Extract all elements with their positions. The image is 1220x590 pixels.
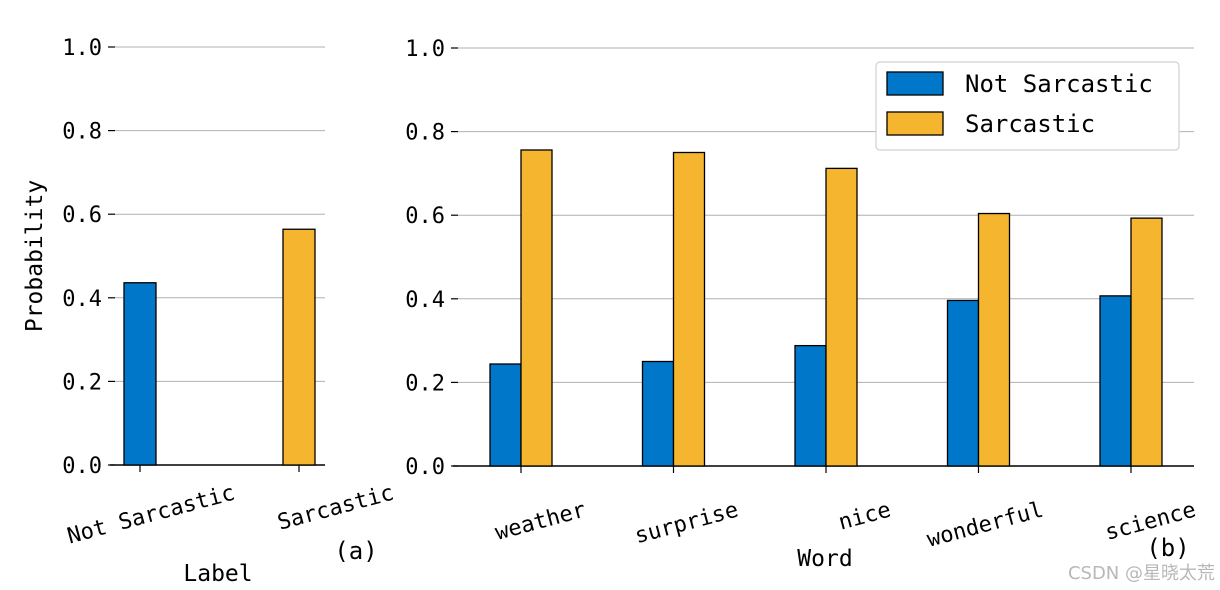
y-tick-label: 0.0 xyxy=(405,455,445,480)
x-tick-label: nice xyxy=(836,498,894,536)
bar xyxy=(1099,295,1132,467)
y-tick-label: 0.6 xyxy=(405,204,445,229)
y-tick-label: 0.0 xyxy=(62,454,102,479)
y-tick-label: 0.4 xyxy=(62,287,102,312)
y-tick-label: 0.6 xyxy=(62,203,102,228)
bar xyxy=(1130,217,1163,467)
legend: Not Sarcastic Sarcastic xyxy=(875,61,1180,151)
x-tick-label: wonderful xyxy=(924,498,1046,553)
watermark: CSDN @星晓太荒 xyxy=(1068,563,1215,584)
x-axis-title: Label xyxy=(183,561,252,587)
y-axis-title: Probability xyxy=(22,180,48,332)
y-tick-label: 0.2 xyxy=(405,371,445,396)
bar xyxy=(123,282,157,466)
panel-b: 0.0 0.2 0.4 0.6 0.8 1.0 weather surprise nice won… xyxy=(405,37,1198,572)
bar xyxy=(794,344,827,467)
bar xyxy=(489,363,522,467)
panel-label: (a) xyxy=(334,537,377,565)
bar xyxy=(672,151,706,467)
legend-box xyxy=(875,61,1180,151)
legend-label: Not Sarcastic xyxy=(965,70,1153,98)
y-tick-label: 0.8 xyxy=(405,121,445,146)
x-axis-title: Word xyxy=(797,546,852,572)
y-tick-label: 1.0 xyxy=(62,36,102,61)
y-tick-label: 0.8 xyxy=(62,120,102,145)
legend-swatch xyxy=(886,111,944,136)
y-tick-label: 1.0 xyxy=(405,37,445,62)
x-tick-label: Sarcastic xyxy=(275,481,397,536)
legend-label: Sarcastic xyxy=(965,110,1095,138)
y-tick-label: 0.2 xyxy=(62,370,102,395)
legend-swatch xyxy=(886,71,944,96)
panel-a: 0.0 0.2 0.4 0.6 0.8 1.0 Not Sarcastic Sarcastic… xyxy=(22,36,397,587)
bar xyxy=(641,360,675,467)
bar xyxy=(520,149,553,467)
bar xyxy=(282,228,316,466)
bar xyxy=(825,167,858,467)
x-tick-label: surprise xyxy=(632,498,741,550)
bar xyxy=(977,212,1011,467)
panel-label: (b) xyxy=(1146,534,1189,562)
x-tick-label: Not Sarcastic xyxy=(65,481,238,550)
bar xyxy=(946,299,980,467)
x-tick-label: weather xyxy=(493,498,589,546)
y-tick-label: 0.4 xyxy=(405,288,445,313)
